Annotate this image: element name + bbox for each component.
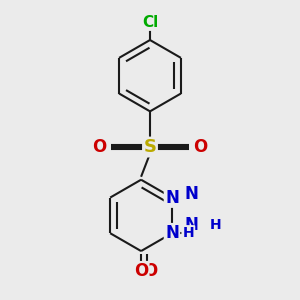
Text: O: O	[143, 262, 157, 280]
Text: S: S	[143, 138, 157, 156]
Text: N: N	[185, 216, 199, 234]
Text: N: N	[165, 224, 179, 242]
Text: O: O	[134, 262, 148, 280]
Text: O: O	[194, 138, 208, 156]
Text: O: O	[92, 138, 106, 156]
Text: H: H	[182, 226, 194, 240]
Text: H: H	[209, 218, 221, 232]
Text: N: N	[165, 189, 179, 207]
Text: N: N	[185, 185, 199, 203]
Text: Cl: Cl	[142, 15, 158, 30]
